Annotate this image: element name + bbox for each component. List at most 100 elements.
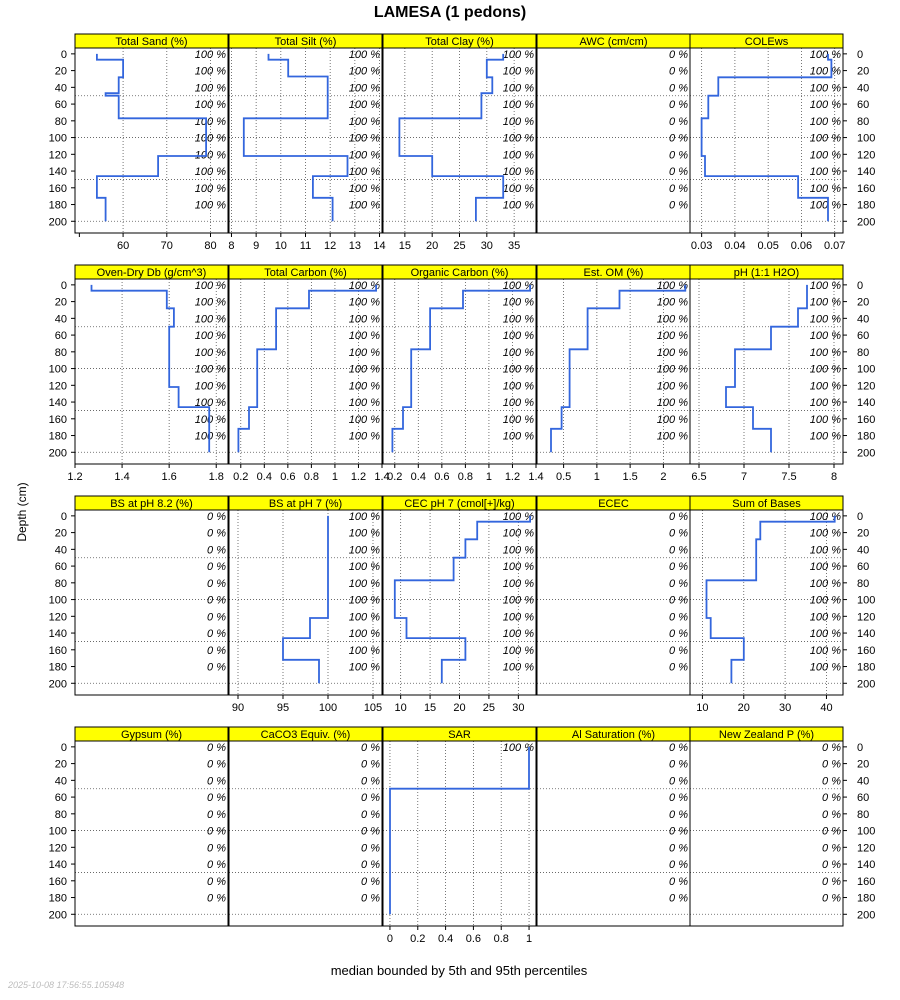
x-tick-label: 0.06 <box>791 240 812 252</box>
percent-annotation: 0 % <box>207 759 226 771</box>
y-tick-label: 160 <box>857 414 875 426</box>
x-tick-label: 6.5 <box>691 471 706 483</box>
percent-annotation: 0 % <box>669 149 688 161</box>
y-tick-label: 40 <box>55 82 67 94</box>
panel-frame <box>382 278 537 465</box>
percent-annotation: 0 % <box>361 876 380 888</box>
percent-annotation: 100 % <box>503 578 534 590</box>
percent-annotation: 0 % <box>822 859 841 871</box>
percent-annotation: 0 % <box>669 578 688 590</box>
y-tick-label: 120 <box>49 380 67 392</box>
percent-annotation: 100 % <box>810 628 841 640</box>
percent-annotation: 100 % <box>810 414 841 426</box>
percent-annotation: 100 % <box>349 183 380 195</box>
x-tick-label: 90 <box>232 702 244 714</box>
panel-title: CEC pH 7 (cmol[+]/kg) <box>404 498 514 510</box>
x-tick-label: 0.2 <box>233 471 248 483</box>
percent-annotation: 100 % <box>503 149 534 161</box>
percent-annotation: 100 % <box>503 82 534 94</box>
y-tick-label: 180 <box>857 662 875 674</box>
percent-annotation: 100 % <box>810 431 841 443</box>
panel-frame <box>74 509 229 696</box>
percent-annotation: 100 % <box>810 200 841 212</box>
x-tick-label: 0 <box>387 933 393 945</box>
y-tick-label: 20 <box>857 66 869 78</box>
percent-annotation: 100 % <box>503 595 534 607</box>
panel: Total Clay (%) 100 % 100 % 100 % 100 % 100 % 1… <box>382 33 537 252</box>
y-tick-label: 80 <box>55 578 67 590</box>
percent-annotation: 100 % <box>349 544 380 556</box>
percent-annotation: 100 % <box>349 280 380 292</box>
percent-annotation: 0 % <box>207 826 226 838</box>
percent-annotation: 100 % <box>503 280 534 292</box>
y-tick-label: 60 <box>55 561 67 573</box>
percent-annotation: 100 % <box>657 313 688 325</box>
percent-annotation: 0 % <box>669 82 688 94</box>
x-tick-label: 11 <box>300 240 311 252</box>
percent-annotation: 0 % <box>669 511 688 523</box>
median-line <box>550 284 687 453</box>
x-tick-label: 9 <box>253 240 259 252</box>
percent-annotation: 0 % <box>207 628 226 640</box>
percent-annotation: 0 % <box>822 742 841 754</box>
percent-annotation: 100 % <box>503 364 534 376</box>
percent-annotation: 100 % <box>503 628 534 640</box>
x-tick-label: 8 <box>831 471 837 483</box>
x-tick-label: 40 <box>820 702 832 714</box>
percent-annotation: 100 % <box>195 380 226 392</box>
x-tick-label: 80 <box>204 240 216 252</box>
y-tick-label: 60 <box>55 99 67 111</box>
percent-annotation: 0 % <box>207 578 226 590</box>
y-tick-label: 0 <box>61 280 67 292</box>
y-tick-label: 100 <box>857 364 875 376</box>
percent-annotation: 100 % <box>195 330 226 342</box>
x-tick-label: 30 <box>512 702 524 714</box>
y-tick-label: 200 <box>49 678 67 690</box>
y-tick-label: 40 <box>55 313 67 325</box>
percent-annotation: 100 % <box>657 297 688 309</box>
percent-annotation: 100 % <box>349 595 380 607</box>
percent-annotation: 0 % <box>822 826 841 838</box>
percent-annotation: 100 % <box>657 414 688 426</box>
percent-annotation: 100 % <box>349 49 380 61</box>
median-line <box>90 284 211 453</box>
y-tick-label: 20 <box>857 528 869 540</box>
percent-annotation: 100 % <box>349 528 380 540</box>
x-tick-label: 1 <box>486 471 492 483</box>
panel-title: CaCO3 Equiv. (%) <box>261 729 351 741</box>
x-tick-label: 1.4 <box>528 471 543 483</box>
percent-annotation: 100 % <box>349 99 380 111</box>
percent-annotation: 0 % <box>669 893 688 905</box>
percent-annotation: 100 % <box>810 578 841 590</box>
percent-annotation: 100 % <box>349 511 380 523</box>
percent-annotation: 0 % <box>207 645 226 657</box>
x-tick-label: 1.4 <box>114 471 129 483</box>
x-tick-label: 10 <box>696 702 708 714</box>
x-tick-label: 0.2 <box>410 933 425 945</box>
median-line <box>393 515 531 684</box>
percent-annotation: 100 % <box>503 645 534 657</box>
panel-frame <box>689 47 844 234</box>
y-tick-label: 0 <box>857 742 863 754</box>
panel-title: Total Clay (%) <box>425 36 493 48</box>
percent-annotation: 0 % <box>669 628 688 640</box>
panel: Est. OM (%) 100 % 100 % 100 % 100 % 100 % 100 … <box>536 264 691 483</box>
y-tick-label: 180 <box>49 662 67 674</box>
percent-annotation: 100 % <box>349 364 380 376</box>
panel-frame <box>536 47 691 234</box>
panel-title: Total Sand (%) <box>115 36 187 48</box>
percent-annotation: 100 % <box>810 380 841 392</box>
percent-annotation: 100 % <box>349 628 380 640</box>
percent-annotation: 100 % <box>349 380 380 392</box>
percent-annotation: 100 % <box>810 313 841 325</box>
percent-annotation: 100 % <box>503 742 534 754</box>
y-tick-label: 120 <box>49 149 67 161</box>
percent-annotation: 100 % <box>810 611 841 623</box>
percent-annotation: 100 % <box>810 133 841 145</box>
y-tick-label: 100 <box>857 595 875 607</box>
percent-annotation: 100 % <box>810 166 841 178</box>
percent-annotation: 100 % <box>657 431 688 443</box>
percent-annotation: 0 % <box>669 826 688 838</box>
x-tick-label: 35 <box>508 240 520 252</box>
